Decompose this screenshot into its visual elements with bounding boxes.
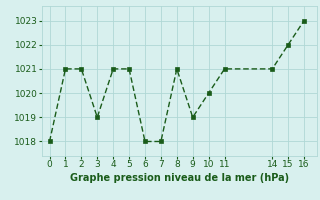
X-axis label: Graphe pression niveau de la mer (hPa): Graphe pression niveau de la mer (hPa): [70, 173, 289, 183]
